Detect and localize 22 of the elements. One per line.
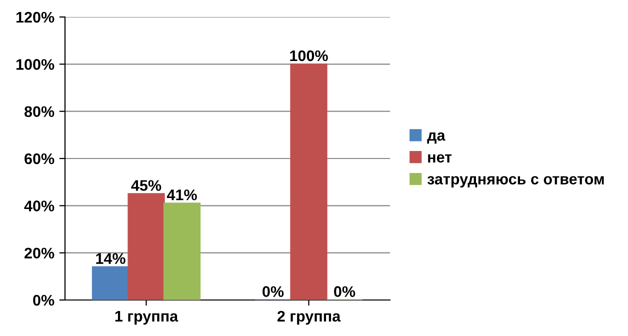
legend-label: нет	[428, 154, 452, 163]
data-label: 100%	[290, 50, 328, 62]
y-tick-label: 80%	[24, 106, 54, 118]
y-tick-label: 20%	[24, 248, 54, 259]
y-tick-label: 0%	[33, 294, 54, 306]
legend-label: затрудняюсь с ответом	[427, 176, 604, 188]
y-tick-label: 40%	[24, 200, 54, 212]
legend-label: да	[427, 132, 446, 144]
bar	[92, 266, 130, 300]
y-tick-label: 100%	[16, 59, 54, 70]
x-tick-label: 2 группа	[277, 310, 341, 325]
y-tick-label: 60%	[24, 153, 54, 164]
x-tick-label: 1 группа	[115, 310, 178, 325]
data-label: 0%	[262, 286, 284, 297]
bar	[163, 202, 201, 300]
data-label: 41%	[166, 190, 197, 200]
y-tick-label: 120%	[16, 12, 54, 23]
data-label: 14%	[96, 253, 126, 264]
data-label: 45%	[131, 180, 162, 191]
bar	[128, 193, 165, 300]
data-label: 0%	[334, 286, 356, 297]
bar	[290, 63, 328, 300]
